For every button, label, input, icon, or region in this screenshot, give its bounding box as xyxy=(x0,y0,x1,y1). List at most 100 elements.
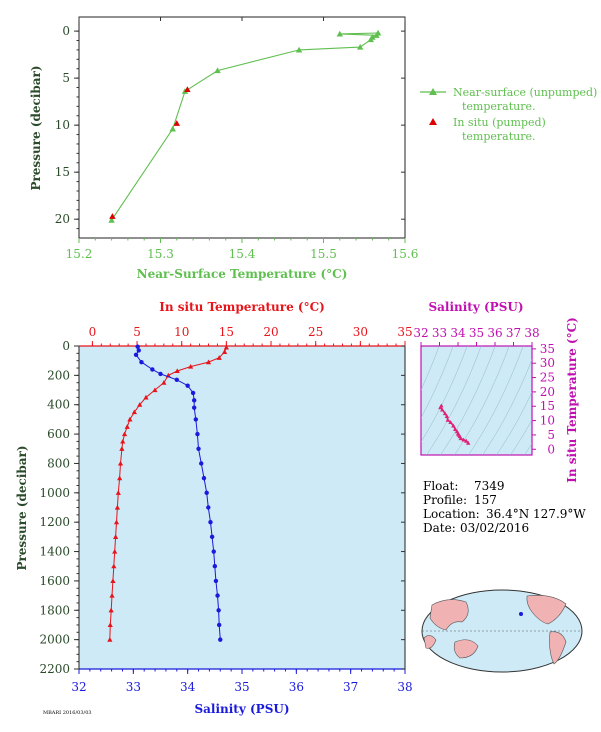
pressure-tick-label: 1000 xyxy=(39,486,70,500)
temperature-point xyxy=(111,563,117,569)
map-land-north-america xyxy=(526,595,567,625)
temp-tick-label: 35 xyxy=(397,325,412,339)
salinity-tick-label: 32 xyxy=(71,680,86,694)
ts-y-tick-label: 0 xyxy=(547,442,555,456)
ts-point xyxy=(464,438,469,443)
salinity-point xyxy=(204,490,209,496)
ts-series xyxy=(438,403,471,445)
top-x-ticks: 15.2 15.3 15.4 15.5 15.6 xyxy=(66,17,418,261)
ts-point xyxy=(444,414,450,419)
salinity-point xyxy=(190,390,196,396)
ts-y-tick-label: 5 xyxy=(547,428,555,442)
temperature-point xyxy=(114,504,121,510)
isopycnal-line xyxy=(510,419,532,455)
top-series xyxy=(108,29,382,223)
isopycnal-line xyxy=(440,346,496,455)
unpumped-temperature-point xyxy=(108,216,115,223)
pressure-tick-label: 1200 xyxy=(39,515,70,529)
ts-y-tick-label: 35 xyxy=(540,342,555,356)
top-y-axis-title: Pressure (decibar) xyxy=(29,65,43,190)
main-plot-frame xyxy=(78,345,406,670)
pressure-tick-label: 2200 xyxy=(39,662,70,676)
top-x-tick-label: 15.2 xyxy=(66,247,93,261)
temperature-profile-line xyxy=(109,347,227,640)
salinity-point xyxy=(209,534,215,540)
salinity-tick-label: 35 xyxy=(234,680,249,694)
ts-x-axis-title: Salinity (PSU) xyxy=(428,300,523,314)
unpumped-temperature-point xyxy=(336,30,343,37)
ts-x-tick-label: 32 xyxy=(413,326,428,340)
temperature-point xyxy=(107,622,113,628)
ts-x-tick-label: 33 xyxy=(432,326,447,340)
top-y-tick-label: 10 xyxy=(55,118,70,132)
unpumped-temperature-point xyxy=(295,46,303,53)
temp-tick-label: 15 xyxy=(219,325,234,339)
ts-point xyxy=(458,436,463,441)
main-y-ticks: 0 200 400 600 800 1000 1200 1400 1600 1800 2000 220… xyxy=(39,339,405,676)
temp-tick-label: 5 xyxy=(133,325,141,339)
temperature-point xyxy=(137,402,143,407)
salinity-point xyxy=(216,608,221,613)
salinity-point xyxy=(213,578,219,584)
main-sal-ticks: 32 33 34 35 36 37 38 xyxy=(71,669,413,694)
top-x-tick-label: 15.4 xyxy=(229,247,256,261)
isopycnal-line xyxy=(524,443,532,455)
temperature-point xyxy=(119,446,125,451)
ts-y-tick-label: 20 xyxy=(540,385,555,399)
salinity-point xyxy=(191,405,197,410)
salinity-point xyxy=(174,377,179,382)
temp-tick-label: 25 xyxy=(308,325,323,339)
top-y-ticks: 0 5 10 15 20 xyxy=(55,24,405,230)
salinity-point xyxy=(158,371,163,377)
pressure-tick-label: 1600 xyxy=(39,574,70,588)
salinity-tick-label: 33 xyxy=(126,680,141,694)
footer-stamp: MBARI 2016/03/03 xyxy=(43,710,92,716)
float-value: 7349 xyxy=(474,479,505,493)
legend-label-unpumped-line2: temperature. xyxy=(462,100,536,113)
salinity-tick-label: 38 xyxy=(397,680,412,694)
temperature-point xyxy=(113,534,119,539)
location-label: Location: xyxy=(423,507,480,521)
main-temp-ticks: 0 5 10 15 20 25 30 35 xyxy=(89,325,413,346)
temperature-point xyxy=(161,380,167,385)
pumped-temperature-point xyxy=(184,86,191,92)
temp-tick-label: 20 xyxy=(263,325,278,339)
ts-point xyxy=(442,411,448,416)
ts-x-tick-label: 36 xyxy=(487,326,502,340)
main-bottom-axis-title: Salinity (PSU) xyxy=(194,702,289,716)
temperature-point xyxy=(109,592,115,598)
ts-x-ticks: 32 33 34 35 36 37 38 xyxy=(413,326,540,346)
temp-tick-label: 0 xyxy=(89,325,97,339)
temperature-point xyxy=(143,394,149,400)
top-y-tick-label: 5 xyxy=(62,71,70,85)
ts-y-tick-label: 15 xyxy=(540,399,555,413)
pressure-tick-label: 800 xyxy=(47,456,70,470)
top-y-tick-label: 15 xyxy=(55,165,70,179)
top-chart: 15.2 15.3 15.4 15.5 15.6 0 5 10 15 20 Near-Surfa… xyxy=(29,16,597,281)
temperature-point xyxy=(117,475,123,481)
pumped-temperature-point xyxy=(173,120,180,126)
map-land-australia xyxy=(453,639,479,659)
temperature-point xyxy=(112,548,118,554)
main-top-axis-title: In situ Temperature (°C) xyxy=(159,300,325,314)
salinity-point xyxy=(139,359,144,365)
pressure-tick-label: 1800 xyxy=(39,603,70,617)
profile-label: Profile: xyxy=(423,493,467,507)
legend-label-pumped: In situ (pumped) xyxy=(453,116,546,129)
salinity-point xyxy=(193,417,199,422)
ts-y-tick-label: 25 xyxy=(540,371,555,385)
ts-x-tick-label: 35 xyxy=(469,326,484,340)
world-map xyxy=(421,589,583,673)
date-label: Date: xyxy=(423,521,456,535)
salinity-point xyxy=(218,637,223,642)
isopycnal-line xyxy=(454,346,510,455)
temperature-point xyxy=(205,359,212,365)
salinity-point xyxy=(212,564,218,569)
temperature-point xyxy=(127,416,133,422)
salinity-point xyxy=(211,549,216,554)
ts-x-tick-label: 37 xyxy=(506,326,521,340)
unpumped-temperature-point xyxy=(214,67,221,74)
salinity-point xyxy=(201,475,207,481)
